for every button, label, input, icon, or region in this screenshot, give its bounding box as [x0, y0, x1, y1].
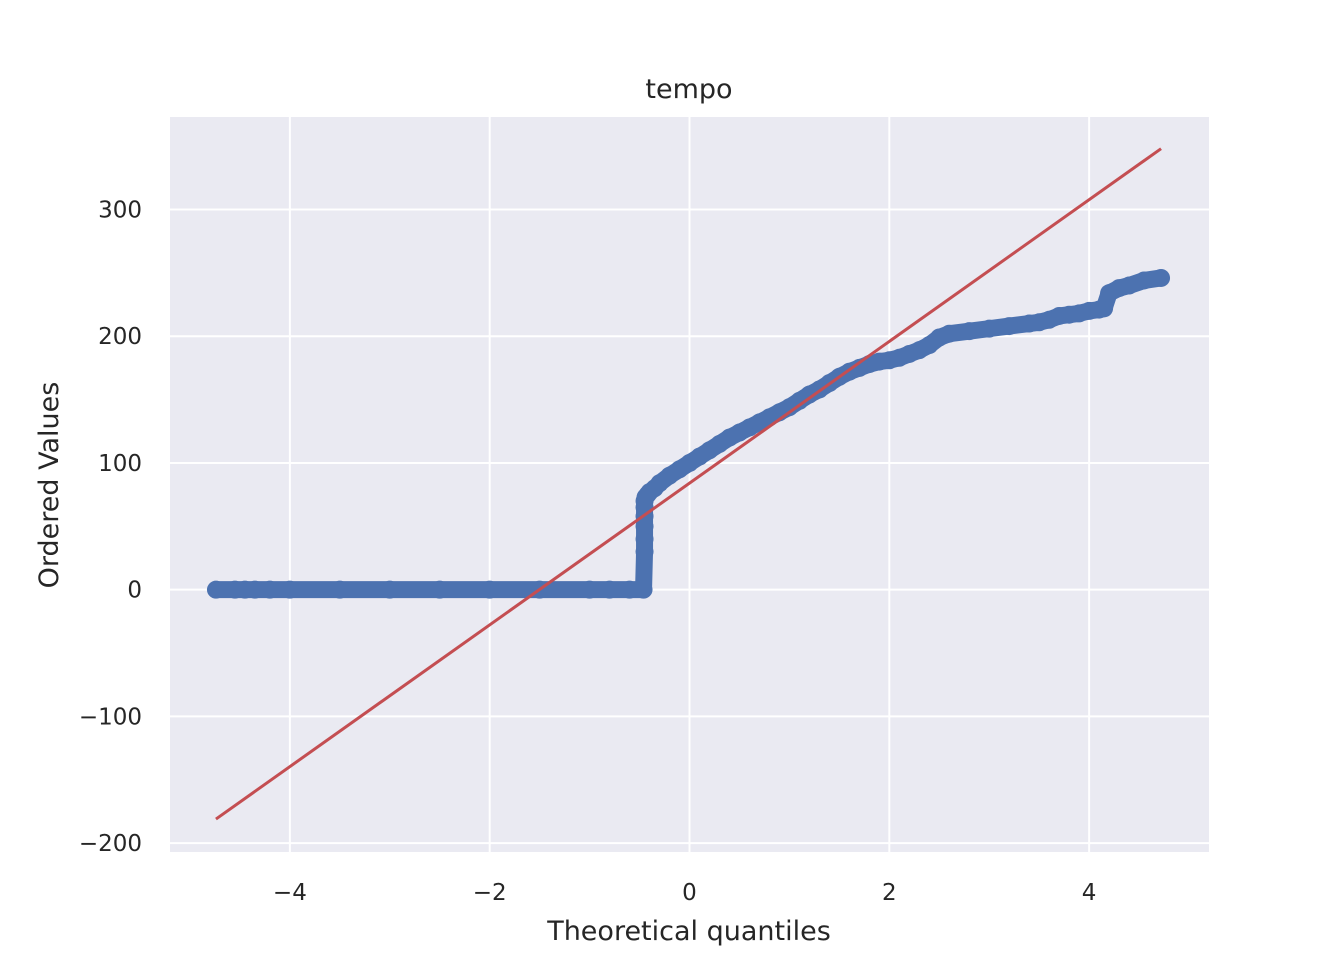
- quantile-point: [635, 529, 654, 548]
- quantile-point: [480, 580, 499, 599]
- quantile-point: [940, 324, 959, 343]
- y-tick-label: 0: [127, 578, 142, 604]
- quantile-point: [580, 580, 599, 599]
- y-axis-ticks: −200 −100 0 100 200 300: [79, 198, 142, 858]
- y-tick-label: −100: [79, 704, 142, 730]
- y-tick-label: 100: [98, 451, 142, 477]
- quantile-point: [960, 322, 979, 341]
- reference-line: [215, 147, 1162, 821]
- quantile-point: [206, 580, 225, 599]
- quantile-point: [600, 580, 619, 599]
- quantile-point: [260, 580, 279, 599]
- x-tick-label: 2: [882, 880, 897, 906]
- quantile-point: [635, 542, 654, 561]
- quantile-point: [1000, 317, 1019, 336]
- quantile-point: [980, 319, 999, 338]
- chart-title: tempo: [645, 74, 732, 105]
- quantile-point: [1095, 299, 1114, 318]
- quantile-point: [430, 580, 449, 599]
- x-axis-title: Theoretical quantiles: [546, 916, 831, 947]
- x-tick-label: −4: [273, 880, 307, 906]
- y-tick-label: −200: [79, 831, 142, 857]
- quantile-point: [1135, 271, 1154, 290]
- quantile-point: [634, 580, 653, 599]
- x-tick-label: 0: [682, 880, 697, 906]
- y-axis-title: Ordered Values: [34, 382, 65, 589]
- quantile-point: [330, 580, 349, 599]
- data-marks: [206, 147, 1171, 821]
- quantile-point: [1120, 276, 1139, 295]
- y-tick-label: 200: [98, 324, 142, 350]
- y-tick-label: 300: [98, 198, 142, 224]
- quantile-point: [1152, 268, 1171, 287]
- x-tick-label: −2: [473, 880, 507, 906]
- quantile-point: [245, 580, 264, 599]
- x-axis-ticks: −4 −2 0 2 4: [273, 880, 1097, 906]
- quantile-point: [380, 580, 399, 599]
- quantile-point: [620, 580, 639, 599]
- x-tick-label: 4: [1082, 880, 1097, 906]
- quantile-point: [280, 580, 299, 599]
